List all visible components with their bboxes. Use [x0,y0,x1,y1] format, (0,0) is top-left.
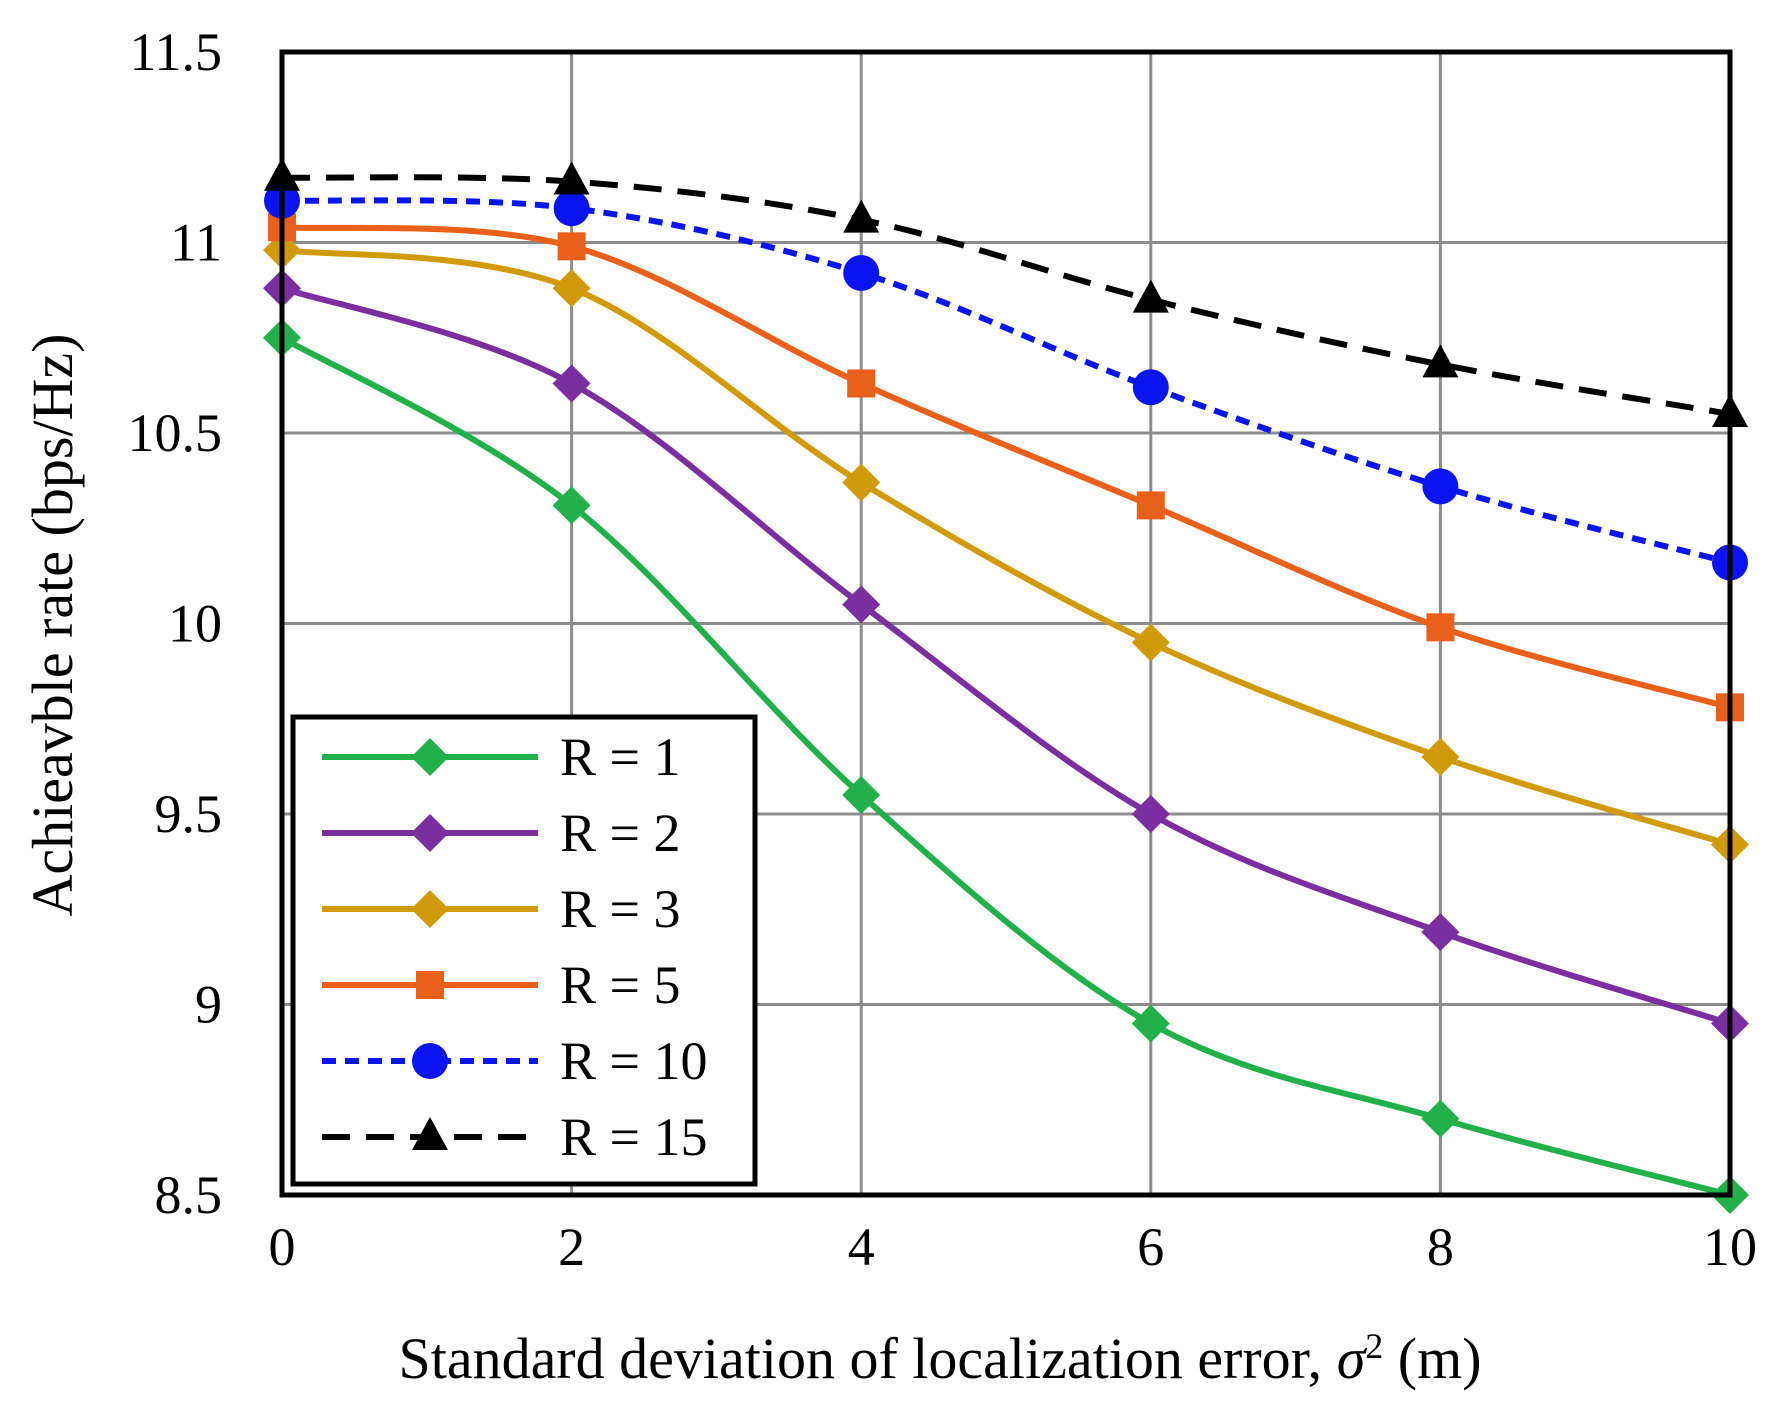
y-tick-label: 9.5 [155,784,223,844]
series-5 [264,182,1748,581]
data-point [552,364,591,403]
legend-label: R = 1 [560,727,680,787]
data-point [1426,613,1455,642]
data-point [1132,369,1169,406]
series-line [280,335,1731,1198]
data-point [1131,795,1170,833]
series-3 [263,231,1749,864]
legend-item: R = 15 [322,1107,707,1167]
data-point [1421,1099,1460,1138]
legend-marker [416,971,444,999]
legend-item: R = 3 [322,879,680,939]
series-line [281,174,1731,417]
data-point [1422,468,1459,505]
series-line [281,285,1731,1027]
series-line [281,247,1731,848]
legend-marker [412,1117,448,1150]
x-axis-label-unit: (m) [1398,1326,1482,1391]
legend-item: R = 2 [322,803,680,863]
x-tick-label: 4 [848,1217,875,1277]
data-point [1132,279,1169,313]
data-point [552,269,591,308]
x-tick-label: 10 [1703,1217,1757,1277]
y-tick-label: 8.5 [155,1165,223,1225]
data-point [847,369,876,398]
x-axis-label-text: Standard deviation of localization error… [398,1326,1322,1391]
x-axis-label-sup: 2 [1365,1326,1383,1366]
legend-label: R = 15 [560,1107,707,1167]
plot-frame [279,49,1733,1198]
x-tick-label: 8 [1427,1217,1454,1277]
legend-label: R = 10 [560,1031,707,1091]
x-tick-label: 6 [1137,1217,1164,1277]
y-tick-label: 10.5 [128,403,223,463]
legend-item: R = 5 [322,955,680,1015]
x-axis-label-symbol: σ [1337,1326,1368,1391]
y-axis-label: Achieavble rate (bps/Hz) [20,334,85,917]
data-point [842,463,881,502]
data-point [843,199,880,233]
legend-label: R = 3 [560,879,680,939]
legend-label: R = 2 [560,803,680,863]
data-point [1421,737,1460,776]
series-layer [263,157,1749,1214]
data-point [1136,491,1165,520]
data-point [842,775,881,814]
legend-marker [411,738,449,776]
y-tick-label: 10 [168,594,222,654]
legend-marker [411,890,449,928]
data-point [552,486,591,525]
series-line [281,224,1731,711]
data-point [553,161,590,195]
x-axis-label: Standard deviation of localization error… [398,1326,1481,1391]
data-point [1131,1004,1170,1043]
x-tick-label: 2 [558,1217,585,1277]
tick-labels: 0 2 4 6 8 10 8.5 9 9.5 10 10.5 11 11.5 [128,22,1758,1277]
data-point [1422,344,1459,378]
legend-marker [411,814,449,852]
legend: R = 1 R = 2 R = 3 R = 5 R = 10 R = 15 [290,714,758,1187]
legend-label: R = 5 [560,955,680,1015]
x-tick-label: 0 [269,1217,296,1277]
data-point [553,190,590,227]
y-tick-label: 11 [170,213,222,273]
y-tick-label: 11.5 [130,22,223,82]
legend-marker [412,1043,448,1079]
series-6 [264,157,1748,427]
data-point [557,232,586,261]
series-4 [268,213,1744,722]
series-line [281,197,1731,566]
data-point [1421,913,1460,952]
y-tick-label: 9 [195,975,222,1035]
data-point [1131,623,1170,662]
data-point [843,254,880,291]
legend-items: R = 1 R = 2 R = 3 R = 5 R = 10 R = 15 [322,727,707,1167]
legend-box [290,714,758,1187]
legend-item: R = 1 [322,727,680,787]
data-point [842,585,881,624]
legend-item: R = 10 [322,1031,707,1091]
